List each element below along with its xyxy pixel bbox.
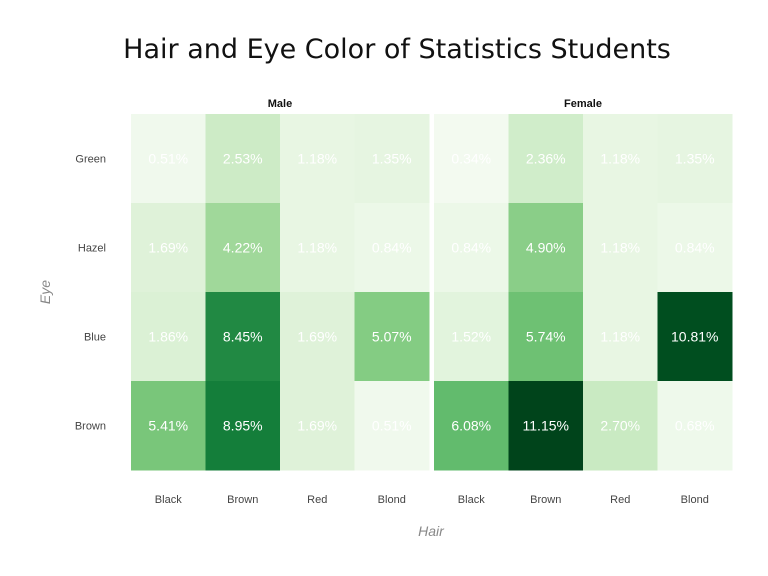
heatmap-cell <box>205 203 281 293</box>
heatmap-cell <box>657 292 733 382</box>
x-tick-label: Red <box>307 494 327 506</box>
cell-value-label: 2.70% <box>600 418 640 434</box>
cell-value-label: 0.84% <box>675 240 715 256</box>
heatmap-cell <box>280 381 355 471</box>
cell-value-label: 0.84% <box>372 240 412 256</box>
heatmap-cell <box>354 114 430 204</box>
heatmap-cell <box>354 292 430 382</box>
x-tick-label: Brown <box>530 494 561 506</box>
heatmap-cell <box>583 381 658 471</box>
x-axis-label: Hair <box>418 523 445 539</box>
cell-value-label: 0.34% <box>451 151 491 167</box>
heatmap-cell <box>508 381 584 471</box>
heatmap-cell <box>280 114 355 204</box>
heatmap-cell <box>434 114 509 204</box>
x-tick-label: Black <box>458 494 485 506</box>
heatmap-cell <box>657 114 733 204</box>
x-tick-label: Brown <box>227 494 258 506</box>
heatmap-cell <box>205 114 281 204</box>
heatmap-cell <box>205 292 281 382</box>
cell-value-label: 5.41% <box>148 418 188 434</box>
y-tick-label: Hazel <box>78 243 106 255</box>
heatmap-cell <box>205 381 281 471</box>
y-axis-label: Eye <box>37 280 53 304</box>
heatmap-cell <box>434 203 509 293</box>
cell-value-label: 10.81% <box>671 329 718 345</box>
x-tick-label: Blond <box>681 494 709 506</box>
cell-value-label: 8.45% <box>223 329 263 345</box>
cell-value-label: 1.18% <box>600 151 640 167</box>
y-tick-label: Blue <box>84 332 106 344</box>
cell-value-label: 0.51% <box>148 151 188 167</box>
cell-value-label: 8.95% <box>223 418 263 434</box>
cell-value-label: 0.68% <box>675 418 715 434</box>
heatmap-cell <box>583 292 658 382</box>
heatmap-cell <box>131 203 206 293</box>
cell-value-label: 2.36% <box>526 151 566 167</box>
cell-value-label: 1.86% <box>148 329 188 345</box>
cell-value-label: 4.22% <box>223 240 263 256</box>
cell-value-label: 1.69% <box>148 240 188 256</box>
cell-value-label: 2.53% <box>223 151 263 167</box>
cell-value-label: 1.35% <box>372 151 412 167</box>
heatmap-cell <box>434 381 509 471</box>
cell-value-label: 1.69% <box>297 418 337 434</box>
cell-value-label: 11.15% <box>523 418 569 434</box>
cell-value-label: 1.18% <box>600 329 640 345</box>
cell-value-label: 1.18% <box>297 240 337 256</box>
heatmap-cell <box>508 114 584 204</box>
heatmap-cell <box>280 203 355 293</box>
chart-title: Hair and Eye Color of Statistics Student… <box>123 34 671 65</box>
cell-value-label: 5.74% <box>526 329 566 345</box>
cell-value-label: 6.08% <box>451 418 491 434</box>
cell-value-label: 1.35% <box>675 151 715 167</box>
cell-value-label: 5.07% <box>372 329 412 345</box>
cell-value-label: 0.51% <box>372 418 412 434</box>
y-tick-label: Green <box>75 154 106 166</box>
heatmap-cell <box>657 381 733 471</box>
x-tick-label: Black <box>155 494 182 506</box>
facet-label: Female <box>564 98 602 110</box>
facet-female: Female 0.34% 2.36% 1.18% 1.35% 0.84% 4.90% 1.18… <box>434 98 733 506</box>
facet-label: Male <box>268 98 292 110</box>
x-tick-label: Red <box>610 494 630 506</box>
heatmap-cell <box>508 203 584 293</box>
cell-value-label: 4.90% <box>526 240 566 256</box>
x-tick-label: Blond <box>378 494 406 506</box>
heatmap-cell <box>508 292 584 382</box>
cell-value-label: 1.18% <box>600 240 640 256</box>
cell-value-label: 0.84% <box>451 240 491 256</box>
heatmap-cell <box>131 381 206 471</box>
heatmap-cell <box>434 292 509 382</box>
heatmap-cell <box>583 114 658 204</box>
heatmap-cell <box>131 114 206 204</box>
facet-male: Male 0.51% 2.53% 1.18% 1.35% 1.69% 4.22% 1.18% 0… <box>131 98 430 506</box>
heatmap-cell <box>131 292 206 382</box>
y-tick-label: Brown <box>75 421 106 433</box>
heatmap-cell <box>354 203 430 293</box>
cell-value-label: 1.18% <box>297 151 337 167</box>
heatmap-cell <box>354 381 430 471</box>
heatmap-cell <box>280 292 355 382</box>
heatmap-cell <box>583 203 658 293</box>
cell-value-label: 1.52% <box>451 329 491 345</box>
cell-value-label: 1.69% <box>297 329 337 345</box>
heatmap-cell <box>657 203 733 293</box>
